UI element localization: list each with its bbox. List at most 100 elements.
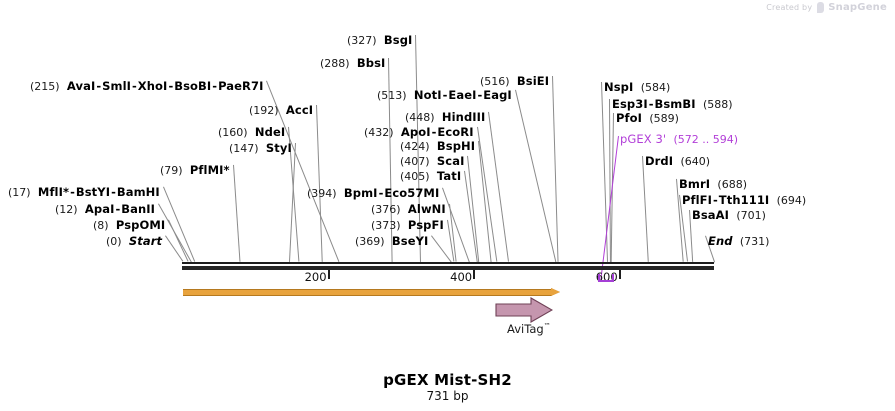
enzyme-label-hindiii[interactable]: (448) HindIII	[405, 111, 485, 124]
enzyme-label-position: (0)	[106, 235, 122, 248]
enzyme-separator: -	[115, 202, 121, 216]
enzyme-name: DrdI	[645, 154, 674, 168]
avitag-arrow-icon	[495, 297, 553, 323]
enzyme-name: NdeI	[254, 125, 286, 139]
enzyme-label-position: (160)	[218, 126, 248, 139]
enzyme-name: End	[708, 234, 733, 248]
enzyme-label-pspomi[interactable]: (8) PspOMI	[93, 219, 165, 232]
ruler-tick-label: 400	[450, 270, 473, 284]
enzyme-label-avai-group[interactable]: (215) AvaI-SmlI-XhoI-BsoBI-PaeR7I	[30, 80, 263, 93]
enzyme-label-position: (448)	[405, 111, 435, 124]
enzyme-label-position: (288)	[320, 57, 350, 70]
enzyme-label-start[interactable]: (0) Start	[106, 235, 162, 248]
feature-label-pgex-3prime[interactable]: pGEX 3' (572 .. 594)	[620, 133, 738, 146]
enzyme-label-bsphi[interactable]: (424) BspHI	[400, 140, 475, 153]
avitag-label-text: AviTag	[507, 322, 544, 336]
leader-line	[316, 104, 323, 262]
enzyme-label-pflmi[interactable]: (79) PflMI*	[160, 164, 230, 177]
avitag-feature[interactable]	[495, 297, 553, 323]
feature-label-text: pGEX 3'	[620, 132, 667, 146]
enzyme-name: SmlI	[102, 79, 132, 93]
feature-label-range: (572 .. 594)	[673, 133, 739, 146]
enzyme-label-bsaai[interactable]: BsaAI (701)	[692, 209, 766, 222]
leader-line	[515, 89, 557, 262]
avitag-label: AviTag™	[507, 322, 551, 336]
enzyme-name: AvaI	[66, 79, 96, 93]
enzyme-name: PaeR7I	[218, 79, 264, 93]
enzyme-name: Tth111I	[718, 193, 770, 207]
enzyme-name: ApoI	[400, 125, 431, 139]
enzyme-label-position: (192)	[249, 104, 279, 117]
enzyme-separator: -	[431, 125, 437, 139]
enzyme-label-position: (8)	[93, 219, 109, 232]
enzyme-label-bsiei[interactable]: (516) BsiEI	[480, 75, 549, 88]
orf-arrow-bar	[182, 289, 553, 296]
enzyme-name: BsaAI	[692, 208, 730, 222]
enzyme-name: Esp3I	[612, 97, 648, 111]
enzyme-label-nspi[interactable]: NspI (584)	[604, 81, 670, 94]
enzyme-name: StyI	[265, 141, 292, 155]
leader-line	[552, 75, 559, 262]
enzyme-name: BpmI	[343, 186, 378, 200]
enzyme-name: BbsI	[356, 56, 386, 70]
enzyme-label-ndei[interactable]: (160) NdeI	[218, 126, 285, 139]
enzyme-separator: -	[442, 88, 448, 102]
enzyme-name: HindIII	[441, 110, 486, 124]
enzyme-name: BseYI	[391, 234, 429, 248]
enzyme-label-drdi[interactable]: DrdI (640)	[645, 155, 710, 168]
enzyme-name: PflFI	[682, 193, 713, 207]
pgex-3prime-right-cap	[612, 274, 615, 281]
enzyme-separator: -	[713, 193, 718, 207]
enzyme-label-pspfi[interactable]: (373) PspFI	[371, 219, 444, 232]
enzyme-separator: -	[378, 186, 384, 200]
enzyme-label-bbsi[interactable]: (288) BbsI	[320, 57, 385, 70]
enzyme-label-noti-group[interactable]: (513) NotI-EaeI-EagI	[377, 89, 512, 102]
page-subtitle: 731 bp	[426, 389, 469, 403]
enzyme-label-position: (584)	[640, 81, 671, 94]
snapgene-watermark: Created by SnapGene	[766, 2, 887, 13]
enzyme-label-position: (694)	[776, 194, 807, 207]
sequence-backbone-bottom	[182, 266, 714, 270]
enzyme-label-position: (394)	[307, 187, 337, 200]
enzyme-separator: -	[477, 88, 483, 102]
enzyme-label-styi[interactable]: (147) StyI	[229, 142, 292, 155]
enzyme-label-position: (688)	[717, 178, 748, 191]
enzyme-name: AccI	[285, 103, 314, 117]
enzyme-label-bmri[interactable]: BmrI (688)	[679, 178, 747, 191]
ruler-tick	[327, 270, 330, 279]
enzyme-separator: -	[168, 79, 174, 93]
enzyme-label-tati[interactable]: (405) TatI	[400, 170, 461, 183]
enzyme-name: TatI	[436, 169, 462, 183]
enzyme-separator: -	[70, 185, 75, 199]
leader-line	[642, 155, 649, 262]
enzyme-name: MflI*	[37, 185, 70, 199]
enzyme-label-scai[interactable]: (407) ScaI	[400, 155, 464, 168]
enzyme-label-position: (701)	[736, 209, 766, 222]
sequence-backbone-top	[182, 262, 714, 264]
enzyme-label-position: (589)	[649, 112, 679, 125]
orf-arrow[interactable]	[182, 288, 561, 296]
enzyme-label-bpmi-group[interactable]: (394) BpmI-Eco57MI	[307, 187, 439, 200]
leader-line	[488, 111, 510, 262]
enzyme-name: NotI	[413, 88, 442, 102]
enzyme-name: BsgI	[383, 33, 413, 47]
enzyme-label-pflfi-group[interactable]: PflFI-Tth111I (694)	[682, 194, 806, 207]
enzyme-name: PspFI	[407, 218, 444, 232]
enzyme-label-position: (731)	[739, 235, 770, 248]
enzyme-label-mfli-group[interactable]: (17) MflI*-BstYI-BamHI	[8, 186, 160, 199]
enzyme-label-acci[interactable]: (192) AccI	[249, 104, 313, 117]
enzyme-name: BsoBI	[174, 79, 212, 93]
enzyme-label-position: (405)	[400, 170, 430, 183]
enzyme-label-bseyi[interactable]: (369) BseYI	[355, 235, 428, 248]
enzyme-name: Start	[128, 234, 163, 248]
enzyme-label-bsgi[interactable]: (327) BsgI	[347, 34, 412, 47]
ruler-tick-label: 200	[304, 270, 327, 284]
enzyme-label-pfoi[interactable]: PfoI (589)	[616, 112, 679, 125]
enzyme-label-end[interactable]: End (731)	[708, 235, 769, 248]
enzyme-label-apai-group[interactable]: (12) ApaI-BanII	[55, 203, 155, 216]
enzyme-name: BspHI	[436, 139, 476, 153]
enzyme-label-apoi-group[interactable]: (432) ApoI-EcoRI	[364, 126, 474, 139]
ruler-tick	[618, 270, 621, 279]
enzyme-label-alwni[interactable]: (376) AlwNI	[371, 203, 446, 216]
enzyme-label-esp3i-group[interactable]: Esp3I-BsmBI (588)	[612, 98, 733, 111]
